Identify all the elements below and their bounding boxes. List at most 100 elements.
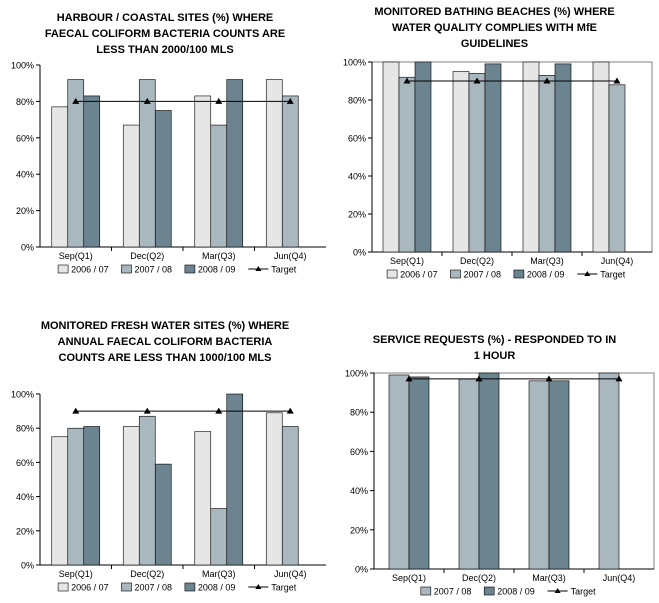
bar [522,61,540,253]
bar [83,426,101,566]
x-tick-label: Jun(Q4) [603,573,636,583]
legend-label: 2006 / 07 [400,270,438,280]
legend-swatch [450,269,461,279]
legend-label: 2007 / 08 [434,587,472,597]
bar [478,372,500,570]
y-tick-label: 80% [350,408,368,418]
y-tick-label: 60% [350,447,368,457]
bar [83,95,101,248]
bar [554,63,572,253]
bar [138,79,156,248]
legend-swatch [121,264,132,274]
bar [281,95,299,248]
bar [408,376,430,570]
chart-svg: 0% 20% 40% 60% 80% 100% Sep(Q1) Dec(Q2) Mar(Q3) J… [11,390,326,593]
chart-title: MONITORED FRESH WATER SITES (%) WHERE AN… [40,320,290,364]
bar [548,380,570,570]
bar [468,73,486,253]
bar [194,431,212,566]
target-marker [473,77,481,84]
legend-swatch [513,269,525,279]
legend-swatch [121,582,132,592]
bar [528,380,550,570]
legend-label: Target [600,270,626,280]
legend-label: 2008 / 09 [527,270,565,280]
legend-label: Target [271,583,297,593]
chart-title: MONITORED BATHING BEACHES (%) WHERE WATE… [374,6,615,50]
y-tick-label: 60% [16,458,34,468]
y-tick-label: 0% [353,248,366,258]
bar [265,79,283,248]
target-marker [545,375,553,382]
bar [122,426,140,566]
y-tick-label: 40% [348,172,366,182]
x-tick-label: Sep(Q1) [59,251,93,261]
x-tick-label: Dec(Q2) [462,573,496,583]
legend-label: Target [571,587,597,597]
y-tick-label: 20% [16,526,34,536]
legend-label: 2008 / 09 [198,265,236,275]
y-tick-label: 0% [21,243,34,253]
target-marker [286,97,294,104]
legend-item: Target [248,265,297,275]
legend-item: Target [248,583,297,593]
y-tick-label: 100% [343,58,366,68]
chart-svg: 0% 20% 40% 60% 80% 100% Sep(Q1) Dec(Q2) Mar(Q3) J… [343,58,653,280]
chart-panel-harbour-coastal: HARBOUR / COASTAL SITES (%) WHERE FAECAL… [0,0,330,300]
x-tick-label: Jun(Q4) [274,569,307,579]
chart-panel-bathing-beaches: MONITORED BATHING BEACHES (%) WHERE WATE… [330,0,659,300]
chart-title: HARBOUR / COASTAL SITES (%) WHERE FAECAL… [44,12,286,56]
target-marker [403,77,411,84]
bar [226,393,244,566]
y-tick-label: 100% [11,61,34,71]
target-marker [475,375,483,382]
x-tick-label: Sep(Q1) [59,569,93,579]
bar [398,76,416,253]
bar [138,415,156,566]
bar [452,71,470,253]
y-tick-label: 40% [16,170,34,180]
legend-label: Target [271,265,297,275]
bar [598,372,620,570]
legend-item: 2006 / 07 [57,265,109,275]
legend-item: 2008 / 09 [483,587,535,597]
legend-label: 2007 / 08 [135,583,173,593]
legend-item: 2007 / 08 [450,269,501,280]
y-tick-label: 100% [11,390,34,400]
y-tick-label: 60% [348,134,366,144]
legend-label: 2006 / 07 [71,583,109,593]
chart-svg: 0% 20% 40% 60% 80% 100% Sep(Q1) Dec(Q2) Mar(Q3) J… [345,369,655,597]
legend-swatch [420,586,432,596]
x-tick-label: Dec(Q2) [130,251,164,261]
target-marker [543,77,551,84]
target-marker [405,375,413,382]
target-marker [143,407,151,414]
y-tick-label: 100% [345,369,368,379]
bar [608,84,626,253]
bar [458,378,480,570]
y-tick-label: 80% [16,424,34,434]
legend-target-marker [255,266,262,271]
legend-item: 2007 / 08 [420,586,472,597]
target-marker [215,97,223,104]
legend-label: 2008 / 09 [198,583,236,593]
target-marker [613,77,621,84]
bar [281,426,299,566]
bar [154,463,172,566]
bar [265,412,283,566]
x-tick-label: Mar(Q3) [202,569,236,579]
bar [538,74,556,253]
chart-panel-service-requests: SERVICE REQUESTS (%) - RESPONDED TO IN 1… [330,300,659,603]
legend-swatch [184,582,196,592]
target-marker [72,97,80,104]
bar [194,95,212,248]
x-tick-label: Dec(Q2) [460,256,494,266]
y-tick-label: 0% [355,565,368,575]
bar [210,508,228,566]
x-tick-label: Jun(Q4) [601,256,634,266]
target-marker [143,97,151,104]
x-tick-label: Mar(Q3) [530,256,564,266]
legend-item: 2007 / 08 [121,582,173,593]
chart-svg: 0% 20% 40% 60% 80% 100% Sep(Q1) Dec(Q2) Mar(Q3) J… [11,61,326,275]
bar [67,79,85,248]
